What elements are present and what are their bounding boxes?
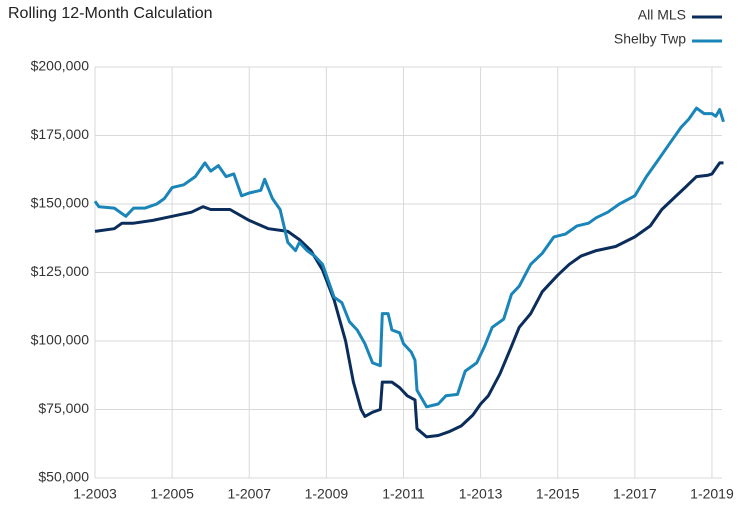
x-tick-label: 1-2011 (382, 486, 425, 502)
y-tick-label: $125,000 (31, 263, 90, 279)
legend-label: Shelby Twp (614, 31, 686, 47)
legend-label: All MLS (638, 7, 686, 23)
chart-title: Rolling 12-Month Calculation (8, 5, 213, 22)
y-tick-label: $175,000 (31, 126, 90, 142)
y-tick-label: $50,000 (38, 469, 89, 485)
x-tick-label: 1-2017 (613, 486, 657, 502)
line-series (93, 106, 725, 409)
y-tick-label: $75,000 (38, 400, 89, 416)
y-tick-label: $150,000 (31, 195, 90, 211)
y-tick-label: $100,000 (31, 332, 90, 348)
x-tick-label: 1-2005 (150, 486, 194, 502)
x-tick-label: 1-2015 (536, 486, 580, 502)
x-tick-label: 1-2007 (227, 486, 271, 502)
y-tick-label: $200,000 (31, 58, 90, 74)
line-series (94, 161, 724, 439)
x-tick-label: 1-2003 (73, 486, 117, 502)
x-tick-label: 1-2009 (305, 486, 349, 502)
x-tick-label: 1-2013 (459, 486, 503, 502)
x-tick-label: 1-2019 (690, 486, 734, 502)
